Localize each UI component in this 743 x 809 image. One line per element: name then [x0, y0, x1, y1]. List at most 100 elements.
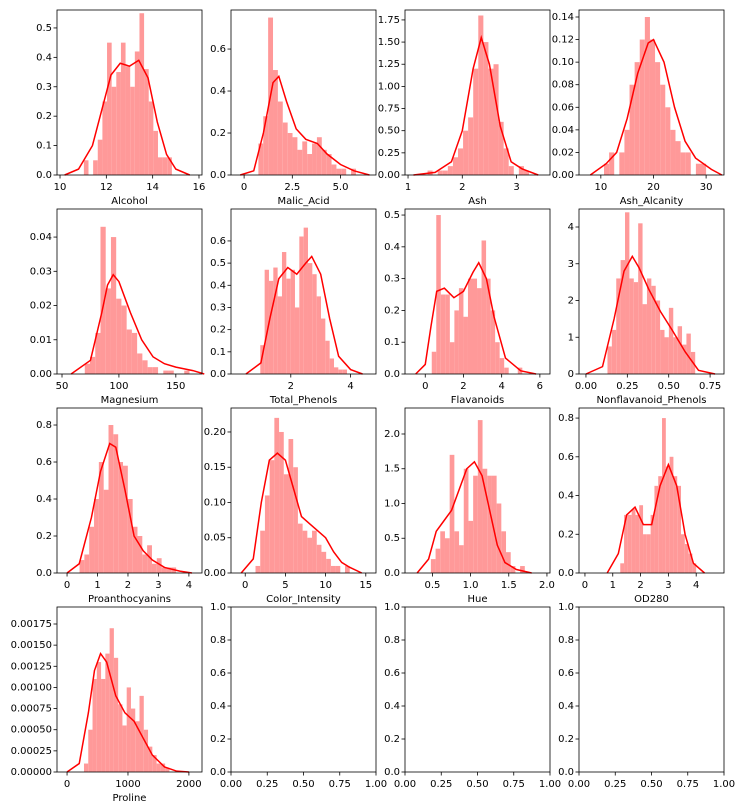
histogram-bar	[669, 456, 674, 573]
histogram-bar	[508, 166, 514, 175]
x-axis-label: Proline	[113, 793, 147, 804]
histogram-bar	[655, 300, 661, 374]
histogram-bar	[682, 344, 687, 374]
histogram-bar	[338, 369, 343, 374]
histogram-bar	[130, 86, 135, 175]
x-tick-label: 5.0	[333, 182, 349, 193]
axes-frame	[404, 606, 551, 773]
axes-frame	[578, 606, 725, 773]
histogram-bar	[631, 509, 636, 573]
histogram-bar	[650, 514, 655, 573]
x-tick-label: 1	[405, 182, 411, 193]
axes-frame	[578, 9, 725, 176]
histogram-bar	[281, 252, 287, 374]
histogram-bar	[680, 152, 686, 175]
x-tick-label: 100	[109, 381, 128, 392]
axes-frame	[56, 9, 203, 176]
histogram-bar	[664, 337, 669, 374]
histogram-bar	[168, 370, 174, 374]
y-tick-label: 0.5	[210, 258, 226, 269]
histogram-bar	[105, 288, 111, 374]
histogram-bar	[316, 544, 322, 573]
y-tick-label: 0.04	[30, 232, 52, 243]
histogram-bar	[684, 543, 689, 573]
histogram-bar	[162, 157, 168, 175]
x-tick-label: 15	[359, 580, 372, 591]
axes-frame	[578, 208, 725, 375]
kde-line	[240, 74, 370, 176]
y-tick-label: 0.0	[210, 767, 226, 778]
histogram-bar	[255, 565, 261, 573]
histogram-bar	[440, 294, 446, 374]
histogram-bar	[668, 307, 674, 374]
histogram-bar	[120, 42, 126, 175]
histogram-bar	[481, 240, 487, 374]
histogram-bar	[132, 526, 138, 573]
histogram-bar	[658, 476, 663, 573]
histogram-bar	[269, 460, 275, 573]
histogram-bar	[98, 462, 104, 573]
histogram-bar	[118, 462, 123, 573]
histogram-bar	[152, 755, 157, 772]
histogram-bar	[131, 332, 138, 374]
y-tick-label: 0.75	[378, 104, 400, 115]
histogram-bar	[321, 551, 327, 573]
histogram-bar	[635, 514, 640, 573]
x-tick-label: 4	[693, 580, 699, 591]
histogram-bar	[264, 269, 269, 374]
histogram-bar	[90, 356, 96, 374]
histogram-bar	[701, 163, 707, 175]
histogram-bar	[611, 329, 617, 374]
histogram-bar	[260, 345, 265, 374]
x-tick-label: 10	[319, 580, 332, 591]
x-tick-label: 4	[186, 580, 192, 591]
histogram-bar	[437, 170, 443, 175]
histogram-bar	[695, 163, 701, 175]
histogram-bar	[307, 154, 313, 175]
x-tick-label: 0	[422, 381, 428, 392]
histogram-bar	[320, 318, 326, 374]
histogram-bar	[286, 278, 291, 374]
axes-frame	[230, 9, 377, 176]
histogram-bar	[692, 563, 697, 573]
x-tick-label: 2	[460, 381, 466, 392]
x-tick-label: 0.50	[658, 381, 680, 392]
histogram-bar	[125, 66, 131, 175]
histogram-bar	[487, 475, 492, 573]
histogram-bar	[686, 333, 691, 374]
y-tick-label: 0.6	[36, 457, 52, 468]
histogram-bar	[110, 237, 117, 374]
histogram-bar	[642, 304, 647, 374]
axes-frame	[230, 208, 377, 375]
y-tick-label: 0.0	[558, 767, 574, 778]
x-tick-label: 1000	[115, 779, 140, 790]
y-tick-label: 0.4	[384, 701, 400, 712]
y-tick-label: 0.06	[552, 102, 574, 113]
y-tick-label: 0.2	[36, 531, 52, 542]
histogram-bar	[326, 154, 332, 175]
histogram-bar	[459, 545, 464, 573]
histogram-bar	[625, 212, 630, 374]
x-tick-label: 1.00	[365, 779, 387, 790]
histogram-bar	[673, 476, 678, 573]
y-tick-label: 4	[568, 222, 574, 233]
histogram-bar	[122, 725, 127, 772]
histogram-bar	[303, 227, 308, 374]
y-tick-label: 0.2	[558, 529, 574, 540]
histogram-bar	[127, 499, 133, 573]
y-tick-label: 0.6	[558, 452, 574, 463]
histogram-bar	[463, 130, 469, 175]
x-tick-label: 3	[513, 182, 519, 193]
kde-line	[589, 38, 723, 176]
histogram-bar	[472, 278, 478, 374]
histogram-bar	[435, 548, 441, 573]
histogram-bar	[135, 721, 140, 772]
x-tick-label: 0.50	[640, 779, 662, 790]
histogram-bar	[89, 526, 95, 573]
x-tick-label: 1	[94, 580, 100, 591]
axes-frame	[56, 606, 203, 773]
histogram-bar	[665, 107, 671, 175]
histogram-bar	[655, 62, 661, 176]
histogram-bar	[643, 534, 647, 573]
histogram-bar	[113, 434, 119, 573]
